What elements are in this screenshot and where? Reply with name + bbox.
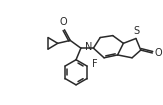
Text: F: F xyxy=(92,59,98,69)
Text: S: S xyxy=(134,26,140,36)
Text: O: O xyxy=(60,17,67,27)
Text: N: N xyxy=(85,42,92,52)
Text: O: O xyxy=(154,48,162,58)
